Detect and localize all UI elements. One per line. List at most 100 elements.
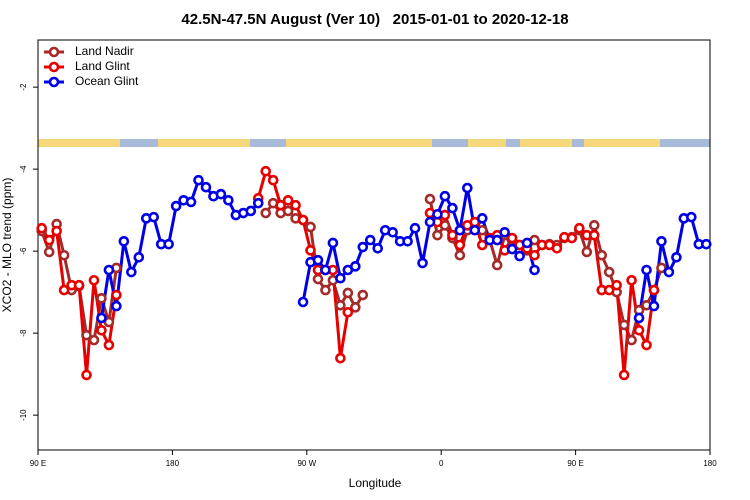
data-point [297, 296, 309, 308]
y-tick-label: -10 [19, 409, 28, 421]
data-point [506, 232, 518, 244]
data-point [626, 274, 637, 286]
data-point [320, 264, 331, 276]
data-point [648, 300, 660, 312]
land-band [520, 139, 572, 147]
land-band [38, 139, 120, 147]
data-point [671, 251, 682, 263]
x-tick-label: 90 E [567, 459, 583, 468]
data-point [96, 324, 107, 336]
data-point [342, 306, 354, 318]
x-axis-label: Longitude [349, 476, 402, 490]
land-band [468, 139, 506, 147]
data-point [491, 259, 503, 271]
data-point [245, 205, 257, 217]
data-point [73, 279, 85, 291]
legend-label: Land Nadir [75, 44, 134, 58]
data-point [118, 236, 130, 247]
data-point [350, 261, 361, 272]
data-point [476, 213, 488, 224]
data-point [312, 273, 324, 285]
data-point [603, 266, 615, 278]
data-point [267, 174, 279, 186]
data-point [633, 324, 645, 336]
data-point [88, 274, 100, 286]
data-point [588, 229, 600, 241]
data-point [88, 334, 100, 346]
data-point [514, 250, 525, 262]
data-point [574, 222, 585, 234]
data-point [36, 222, 48, 234]
data-point [111, 300, 122, 312]
data-point [618, 319, 630, 331]
data-point [641, 264, 652, 276]
data-point [185, 196, 197, 208]
data-point [409, 222, 421, 234]
land-band [286, 139, 432, 147]
legend-marker [48, 76, 60, 88]
data-point [335, 352, 346, 364]
data-point [282, 205, 294, 217]
data-point [312, 254, 324, 266]
data-point [491, 234, 503, 246]
x-tick-label: 90 W [297, 459, 316, 468]
data-point [96, 312, 107, 324]
x-tick-label: 0 [439, 459, 444, 468]
data-point [305, 245, 316, 256]
data-point [656, 236, 667, 247]
data-point [58, 284, 70, 296]
data-point [335, 272, 346, 284]
data-point [252, 197, 264, 209]
data-point [596, 249, 608, 261]
data-point [133, 251, 145, 263]
data-point [297, 214, 309, 226]
data-point [342, 287, 354, 299]
data-point [686, 211, 697, 223]
data-point [372, 242, 384, 254]
data-point [215, 188, 227, 200]
data-point [633, 312, 645, 324]
data-point [148, 211, 160, 223]
x-tick-label: 90 E [30, 459, 46, 468]
data-point [432, 229, 443, 241]
data-point [103, 316, 115, 328]
data-point [439, 190, 451, 202]
data-point [357, 289, 369, 301]
data-point [387, 226, 398, 238]
data-point [529, 264, 540, 276]
data-point [260, 165, 272, 177]
data-point [663, 266, 675, 278]
data-point [163, 238, 174, 250]
data-point [618, 369, 630, 381]
y-tick-label: -6 [19, 247, 28, 255]
data-point [51, 225, 62, 237]
data-point [432, 208, 443, 220]
legend-label: Ocean Glint [75, 74, 139, 88]
data-point [43, 246, 55, 258]
x-tick-label: 180 [703, 459, 717, 468]
chart-title: 42.5N-47.5N August (Ver 10) 2015-01-01 t… [181, 11, 568, 28]
data-point [81, 369, 92, 381]
legend-marker [48, 46, 60, 58]
data-point [454, 249, 466, 261]
data-point [506, 243, 518, 255]
data-point [447, 202, 458, 214]
data-point [454, 239, 466, 251]
data-point [462, 182, 473, 194]
data-point [305, 221, 316, 233]
data-point [529, 249, 540, 261]
land-mask [38, 139, 710, 147]
data-point [260, 207, 272, 219]
data-point [111, 289, 122, 301]
data-point [81, 329, 92, 341]
data-point [290, 199, 301, 211]
x-tick-label: 180 [166, 459, 180, 468]
data-point [424, 193, 436, 205]
y-tick-label: -8 [19, 329, 28, 337]
data-point [335, 299, 346, 311]
legend-marker [48, 61, 60, 73]
y-axis-label: XCO2 - MLO trend (ppm) [0, 178, 14, 313]
legend-label: Land Glint [75, 59, 130, 73]
data-point [357, 241, 369, 253]
data-point [566, 232, 578, 244]
